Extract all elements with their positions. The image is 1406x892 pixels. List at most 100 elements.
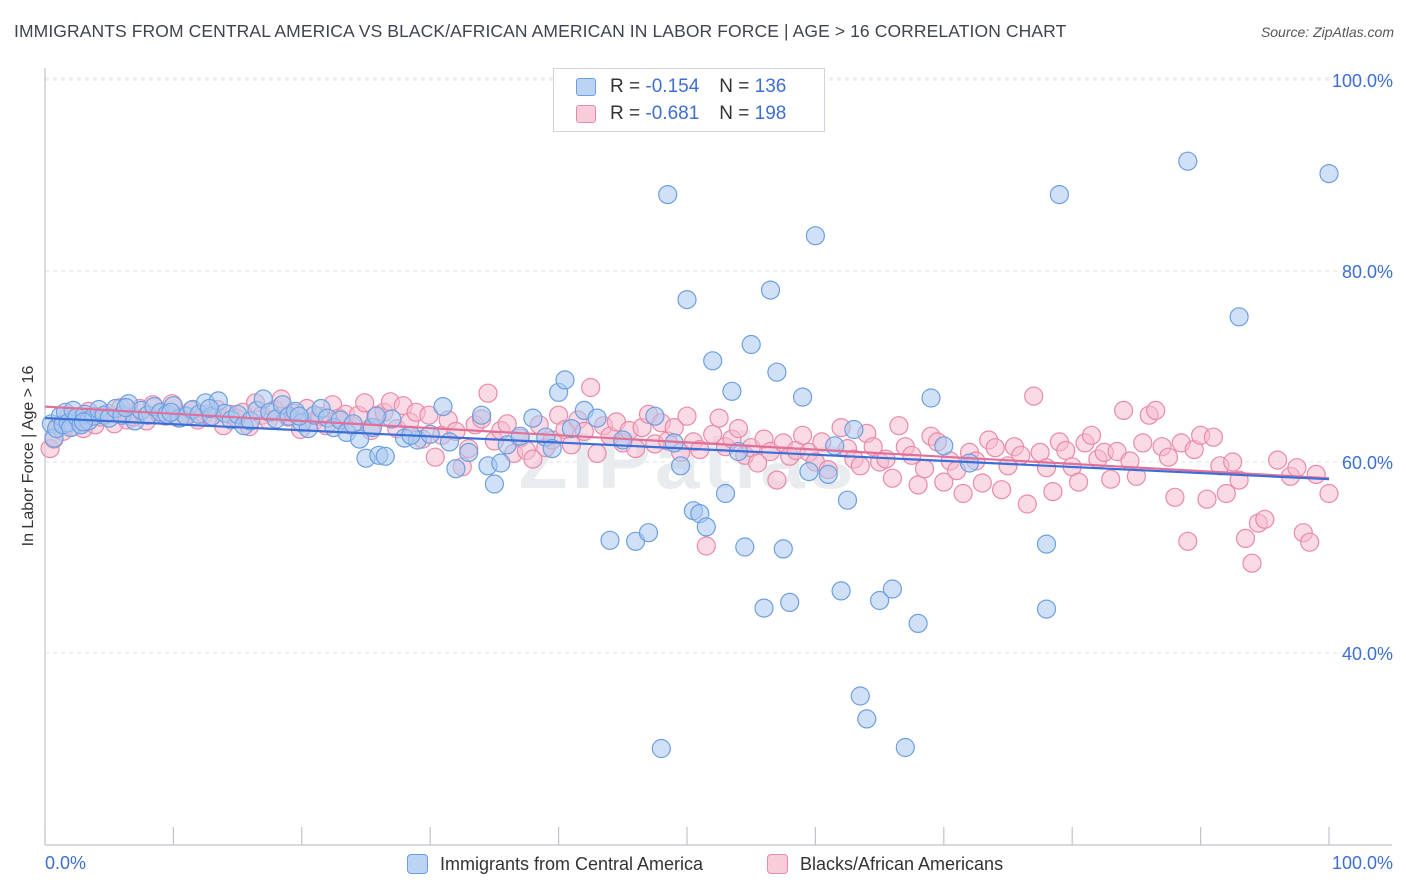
data-point — [199, 398, 219, 419]
data-point — [773, 539, 793, 559]
bottom-legend-label-pink: Blacks/African Americans — [800, 853, 1004, 874]
data-point — [523, 449, 543, 469]
data-point — [523, 408, 543, 428]
bottom-legend-pink: Blacks/African Americans — [767, 852, 1003, 876]
data-point — [555, 370, 575, 390]
tick-labels: 40.0% 60.0% 80.0% 100.0% 0.0% 100.0% — [45, 71, 1393, 873]
data-point — [542, 439, 562, 459]
data-point — [703, 351, 723, 371]
data-point — [696, 517, 716, 537]
data-point — [587, 408, 607, 428]
data-point — [581, 377, 601, 398]
data-point — [1319, 483, 1339, 504]
data-point — [600, 530, 620, 550]
bottom-legend-blue: Immigrants from Central America — [407, 852, 703, 876]
data-point — [1287, 458, 1307, 478]
data-point — [760, 280, 781, 300]
data-point — [709, 408, 729, 428]
data-point — [1178, 531, 1198, 551]
y-tick-label: 80.0% — [1342, 262, 1393, 282]
data-point — [696, 536, 716, 556]
data-point — [1107, 441, 1127, 462]
legend-n-label: N = — [719, 103, 750, 124]
data-point — [1229, 307, 1249, 327]
data-point — [1036, 534, 1057, 554]
bottom-legend-label-blue: Immigrants from Central America — [440, 853, 704, 874]
data-point — [446, 459, 466, 479]
data-point — [1158, 447, 1179, 467]
data-point — [419, 405, 439, 425]
data-point — [1242, 553, 1262, 573]
data-point — [1267, 450, 1288, 470]
data-point — [857, 709, 877, 729]
data-point — [433, 397, 453, 417]
legend-swatch-blue — [576, 78, 596, 96]
data-point — [561, 419, 582, 439]
data-point — [472, 405, 492, 425]
y-axis-label: In Labor Force | Age > 16 — [20, 365, 37, 547]
data-point — [985, 438, 1005, 458]
data-point — [914, 459, 935, 479]
data-point — [741, 334, 761, 355]
data-point — [1036, 599, 1057, 619]
data-point — [1043, 482, 1063, 502]
data-point — [1056, 440, 1076, 461]
chart-title: IMMIGRANTS FROM CENTRAL AMERICA VS BLACK… — [14, 21, 1067, 41]
source-label: Source: ZipAtlas.com — [1260, 24, 1394, 40]
data-point — [1017, 494, 1037, 514]
data-point — [1223, 452, 1243, 472]
y-tick-label: 40.0% — [1342, 644, 1393, 664]
stats-legend: R = -0.154 N = 136 R = -0.681 N = 198 — [553, 68, 825, 132]
data-point — [289, 406, 309, 426]
data-point — [677, 290, 697, 310]
data-point — [850, 456, 870, 476]
data-point — [439, 432, 460, 452]
data-point — [1300, 532, 1320, 552]
data-point — [869, 590, 890, 611]
data-point — [366, 406, 386, 426]
legend-n-value-pink: 198 — [754, 103, 787, 124]
data-point — [767, 362, 787, 382]
data-point — [1216, 483, 1236, 504]
data-point — [459, 442, 479, 462]
data-point — [645, 406, 665, 426]
bottom-legend-swatch-blue — [407, 854, 428, 874]
data-point — [780, 592, 800, 613]
data-point — [491, 453, 511, 473]
legend-row-pink: R = -0.681 N = 198 — [576, 102, 786, 126]
data-point — [1203, 427, 1224, 447]
data-point — [1197, 489, 1217, 509]
data-point — [908, 475, 928, 495]
data-point — [972, 473, 992, 493]
data-point — [375, 446, 395, 466]
data-point — [799, 462, 819, 482]
data-point — [670, 456, 691, 476]
x-tick-label-min: 0.0% — [45, 853, 86, 873]
x-tick-label-max: 100.0% — [1332, 853, 1393, 873]
data-point — [1113, 400, 1134, 420]
data-point — [1133, 433, 1153, 453]
data-point — [921, 388, 941, 408]
legend-row-blue: R = -0.154 N = 136 — [576, 75, 786, 99]
legend-r-label: R = — [610, 103, 641, 124]
data-point — [818, 464, 838, 484]
data-point — [510, 426, 530, 446]
data-point — [792, 387, 813, 407]
data-point — [73, 412, 94, 432]
trend-line-blue — [44, 416, 1330, 481]
data-point — [754, 598, 774, 618]
data-point — [831, 581, 851, 601]
legend-r-label: R = — [610, 76, 641, 97]
data-point — [1235, 528, 1256, 549]
data-point — [658, 185, 678, 205]
data-point — [722, 381, 742, 401]
data-point — [767, 470, 787, 490]
data-point — [882, 579, 903, 599]
data-point — [991, 480, 1012, 500]
legend-n-label: N = — [719, 76, 750, 97]
data-point — [837, 490, 858, 510]
data-point — [908, 613, 928, 634]
y-tick-label: 60.0% — [1342, 453, 1393, 473]
data-point — [1178, 151, 1198, 171]
data-point — [677, 406, 697, 426]
